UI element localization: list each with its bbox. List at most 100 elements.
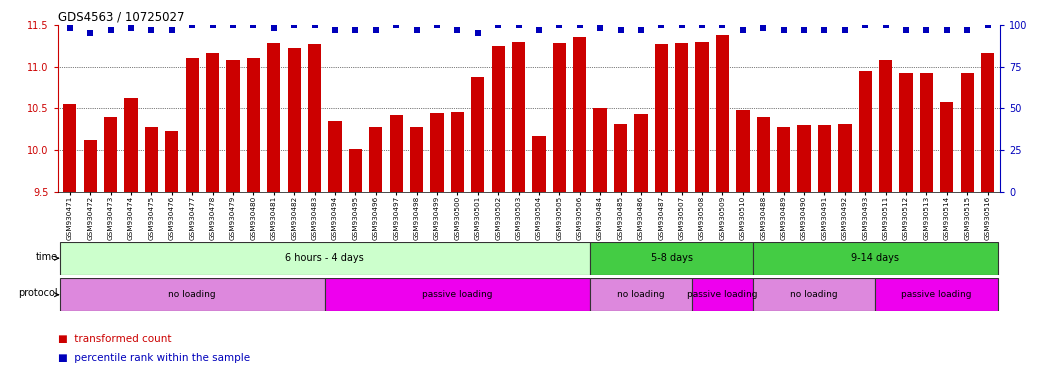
Bar	[839, 124, 851, 192]
Point	[735, 27, 752, 33]
Bar	[84, 140, 96, 192]
Bar	[777, 127, 790, 192]
Point	[755, 25, 772, 31]
Bar	[370, 127, 382, 192]
Bar	[125, 98, 137, 192]
Point	[531, 27, 548, 33]
Bar	[389, 115, 403, 192]
Text: ■  percentile rank within the sample: ■ percentile rank within the sample	[58, 353, 250, 363]
Text: GDS4563 / 10725027: GDS4563 / 10725027	[58, 11, 184, 24]
Point	[163, 27, 180, 33]
Point	[327, 27, 343, 33]
Bar	[267, 43, 281, 192]
Bar	[573, 38, 586, 192]
Bar	[553, 43, 566, 192]
Bar	[692, 278, 753, 311]
Point	[265, 25, 282, 31]
Bar	[695, 41, 709, 192]
Point	[673, 22, 690, 28]
Point	[469, 30, 486, 36]
Point	[204, 22, 221, 28]
Text: passive loading: passive loading	[901, 290, 972, 299]
Bar	[940, 102, 954, 192]
Bar	[450, 112, 464, 192]
Bar	[960, 73, 974, 192]
Bar	[410, 127, 423, 192]
Point	[856, 22, 873, 28]
Bar	[654, 44, 668, 192]
Point	[82, 30, 98, 36]
Bar	[247, 58, 260, 192]
Text: ■  transformed count: ■ transformed count	[58, 334, 171, 344]
Bar	[981, 53, 995, 192]
Bar	[349, 149, 362, 192]
Point	[245, 22, 262, 28]
Point	[428, 22, 445, 28]
Point	[959, 27, 976, 33]
Bar	[104, 117, 117, 192]
Bar	[430, 114, 444, 192]
Bar	[594, 109, 607, 192]
Point	[776, 27, 793, 33]
Bar	[753, 242, 998, 275]
Bar	[308, 44, 321, 192]
Text: passive loading: passive loading	[422, 290, 492, 299]
Point	[387, 22, 404, 28]
Bar	[798, 125, 810, 192]
Bar	[144, 127, 158, 192]
Bar	[325, 278, 589, 311]
Bar	[329, 121, 341, 192]
Point	[653, 22, 670, 28]
Bar	[60, 278, 325, 311]
Point	[103, 27, 119, 33]
Point	[877, 22, 894, 28]
Point	[225, 22, 242, 28]
Point	[62, 25, 79, 31]
Point	[449, 27, 466, 33]
Bar	[614, 124, 627, 192]
Bar	[185, 58, 199, 192]
Point	[184, 22, 201, 28]
Point	[306, 22, 322, 28]
Point	[347, 27, 363, 33]
Point	[714, 22, 731, 28]
Text: 6 hours - 4 days: 6 hours - 4 days	[286, 253, 364, 263]
Bar	[634, 114, 647, 192]
Bar	[589, 278, 692, 311]
Bar	[875, 278, 998, 311]
Point	[572, 22, 588, 28]
Text: no loading: no loading	[790, 290, 838, 299]
Text: passive loading: passive loading	[687, 290, 758, 299]
Point	[510, 22, 527, 28]
Point	[979, 22, 996, 28]
Bar	[879, 60, 892, 192]
Text: no loading: no loading	[169, 290, 216, 299]
Text: 9-14 days: 9-14 days	[851, 253, 899, 263]
Point	[796, 27, 812, 33]
Point	[816, 27, 832, 33]
Point	[551, 22, 567, 28]
Bar	[589, 242, 753, 275]
Text: protocol: protocol	[19, 288, 58, 298]
Bar	[491, 46, 505, 192]
Bar	[226, 60, 240, 192]
Bar	[899, 73, 913, 192]
Point	[408, 27, 425, 33]
Point	[694, 22, 711, 28]
Point	[918, 27, 935, 33]
Bar	[532, 136, 545, 192]
Text: time: time	[36, 252, 58, 262]
Bar	[920, 73, 933, 192]
Bar	[471, 77, 485, 192]
Bar	[736, 110, 750, 192]
Bar	[60, 242, 589, 275]
Bar	[675, 43, 688, 192]
Bar	[716, 35, 729, 192]
Point	[122, 25, 139, 31]
Point	[367, 27, 384, 33]
Text: 5-8 days: 5-8 days	[650, 253, 692, 263]
Point	[143, 27, 160, 33]
Bar	[818, 125, 831, 192]
Bar	[63, 104, 76, 192]
Point	[286, 22, 303, 28]
